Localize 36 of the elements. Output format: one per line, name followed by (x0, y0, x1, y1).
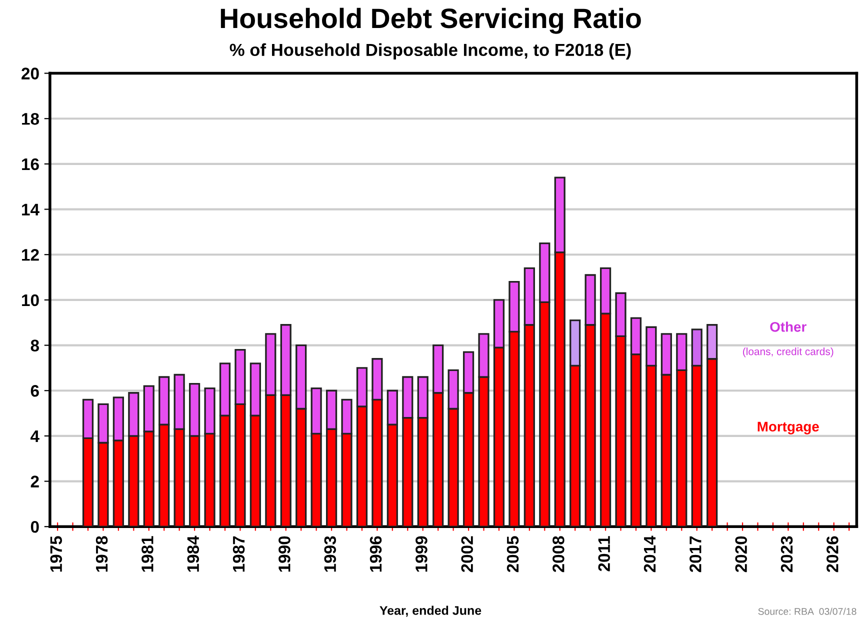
y-tick-label: 0 (30, 521, 39, 533)
chart-title: Household Debt Servicing Ratio (220, 8, 641, 34)
x-tick-label: 1996 (370, 536, 382, 572)
y-tick-label: 4 (30, 430, 40, 442)
x-tick-label: 2017 (690, 536, 702, 572)
x-axis-title: Year, ended June (380, 606, 482, 617)
y-tick-label: 10 (22, 294, 39, 306)
source-note: Source: RBA 03/07/18 (758, 608, 856, 615)
text: Mortgage (758, 422, 819, 434)
x-tick-label: 1990 (278, 536, 290, 572)
annotation: (loans, credit cards) (743, 348, 834, 358)
text: Other (770, 322, 806, 332)
x-tick-label: 1975 (50, 536, 62, 572)
x-tick-label: 2008 (552, 536, 564, 572)
y-tick-label: 20 (22, 68, 39, 80)
x-tick-label: 1981 (142, 536, 154, 572)
x-tick-label: 1984 (187, 536, 200, 572)
y-tick-label: 2 (30, 476, 39, 488)
x-tick-label: 2011 (598, 536, 610, 572)
y-tick-label: 16 (22, 158, 39, 170)
y-tick-label: 8 (30, 340, 40, 352)
y-tick-label: 18 (22, 113, 40, 125)
y-tick-label: 14 (22, 204, 40, 216)
x-tick-label: 1987 (232, 536, 245, 572)
chart-subtitle: % of Household Disposable Income, to F2018 (E) (230, 43, 631, 60)
y-tick-label: 6 (30, 385, 39, 397)
x-tick-label: 2014 (644, 536, 656, 572)
x-tick-label: 1993 (324, 536, 336, 572)
y-tick-label: 12 (22, 249, 39, 261)
x-tick-label: 2023 (780, 536, 793, 572)
x-tick-label: 2020 (735, 536, 748, 572)
x-tick-label: 1978 (96, 536, 108, 572)
x-tick-label: 2002 (461, 536, 474, 572)
x-tick-label: 2026 (826, 536, 838, 572)
x-tick-label: 2005 (506, 536, 519, 572)
x-tick-label: 1999 (416, 536, 428, 572)
